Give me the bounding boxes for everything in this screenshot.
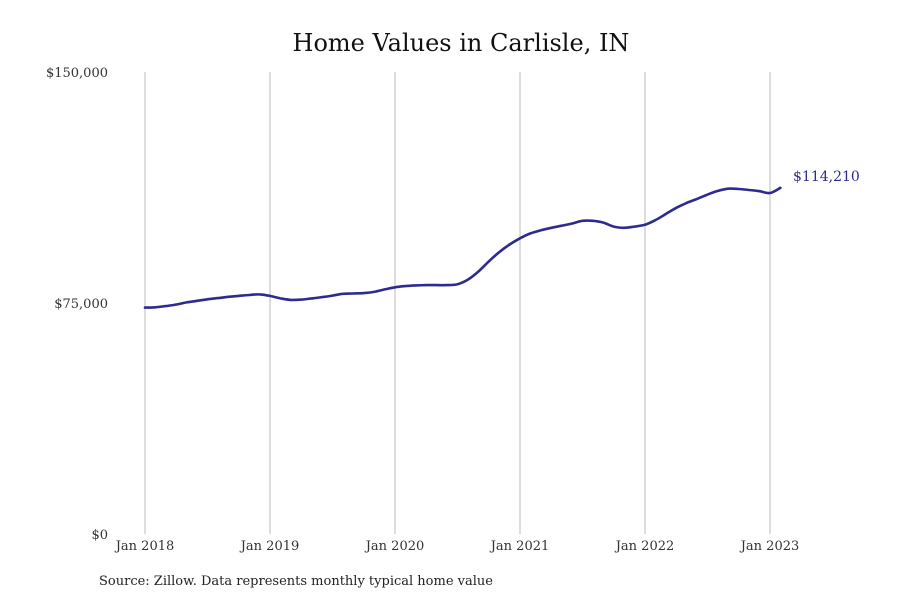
x-tick-label: Jan 2022 bbox=[614, 539, 675, 554]
y-axis-ticks: $0 $75,000 $150,000 bbox=[46, 66, 108, 543]
x-tick-label: Jan 2018 bbox=[114, 539, 175, 554]
x-tick-label: Jan 2023 bbox=[739, 539, 800, 554]
x-tick-label: Jan 2021 bbox=[489, 539, 550, 554]
y-tick-label: $150,000 bbox=[46, 66, 108, 81]
end-value-label: $114,210 bbox=[793, 169, 860, 185]
x-axis-ticks: Jan 2018 Jan 2019 Jan 2020 Jan 2021 Jan 2022… bbox=[114, 539, 800, 554]
source-note: Source: Zillow. Data represents monthly … bbox=[99, 574, 493, 589]
chart-title: Home Values in Carlisle, IN bbox=[293, 29, 630, 57]
grid-lines bbox=[144, 72, 771, 534]
x-tick-label: Jan 2019 bbox=[239, 539, 300, 554]
y-tick-label: $75,000 bbox=[54, 297, 108, 312]
x-tick-label: Jan 2020 bbox=[364, 539, 425, 554]
y-tick-label: $0 bbox=[91, 528, 108, 543]
series-line-home-value bbox=[143, 186, 782, 309]
